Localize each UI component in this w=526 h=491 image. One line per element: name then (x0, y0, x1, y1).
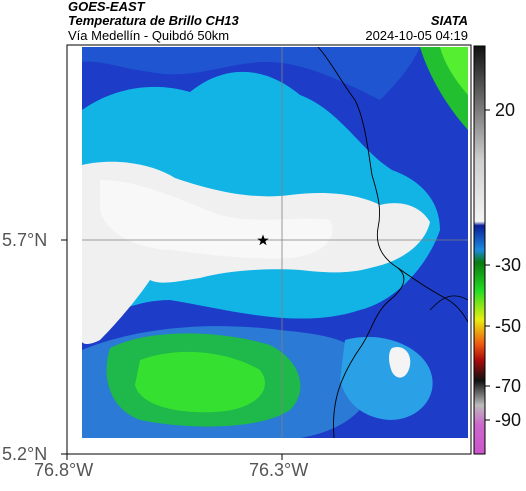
colorbar-tick-label: -90 (495, 410, 522, 430)
colorbar-tick-label: 20 (495, 100, 516, 120)
x-tick-label: 76.8°W (34, 460, 94, 480)
x-tick-label: 76.3°W (249, 460, 309, 480)
datetime-label: 2024-10-05 04:19 (365, 28, 468, 43)
department-border-west (317, 47, 405, 438)
colorbar (473, 45, 486, 455)
agency-label: SIATA (430, 13, 468, 28)
colorbar-tick-label: -50 (495, 316, 522, 336)
y-tick-label: 5.7°N (2, 230, 48, 250)
colorbar-tick-label: -70 (495, 376, 522, 396)
brightness-field (82, 47, 468, 438)
department-border-ne (429, 295, 468, 311)
region-label: Vía Medellín - Quibdó 50km (68, 28, 230, 43)
y-tick-label: 5.2°N (2, 444, 48, 464)
star-icon (257, 234, 269, 246)
satellite-name: GOES-EAST (68, 0, 145, 14)
product-title: Temperatura de Brillo CH13 (68, 13, 239, 28)
colorbar-tick-label: -30 (495, 255, 522, 275)
